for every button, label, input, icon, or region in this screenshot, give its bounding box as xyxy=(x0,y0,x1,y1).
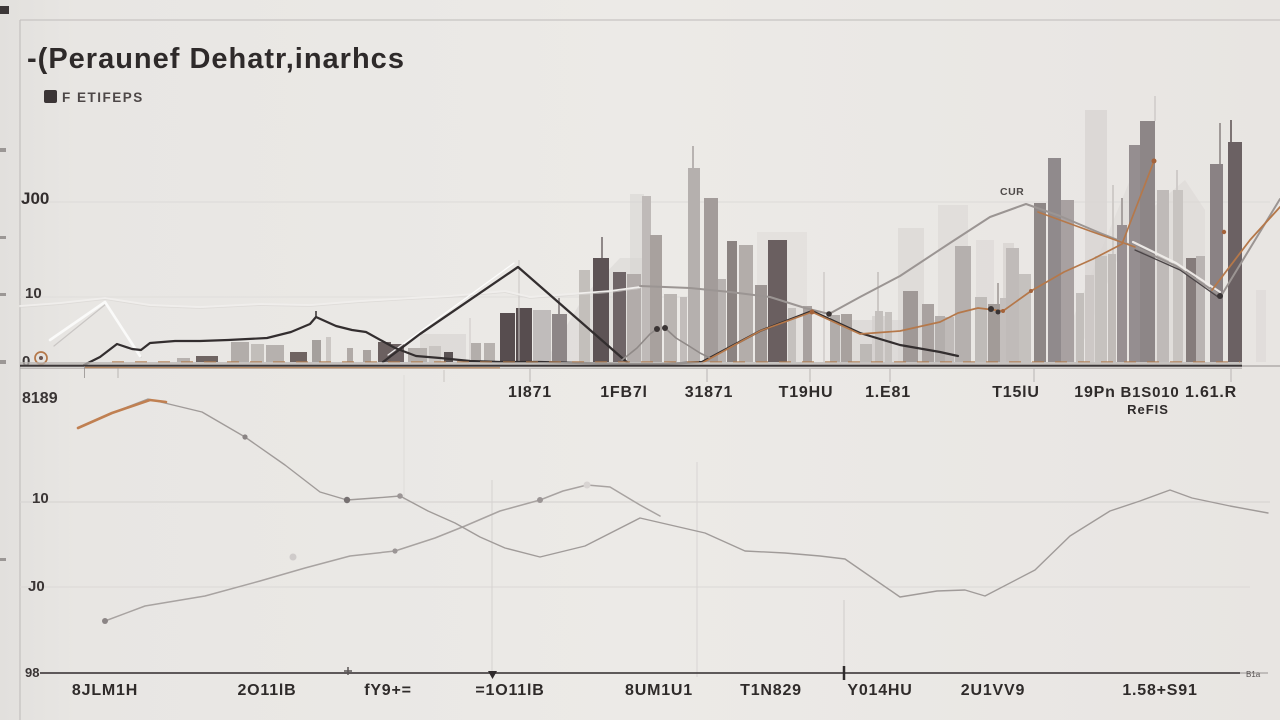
svg-text:F ETIFEPS: F ETIFEPS xyxy=(62,90,144,105)
svg-text:2U1VV9: 2U1VV9 xyxy=(961,682,1025,699)
svg-text:10: 10 xyxy=(32,490,49,507)
svg-text:J0: J0 xyxy=(28,578,45,595)
svg-text:CUR: CUR xyxy=(1000,186,1024,198)
svg-text:10: 10 xyxy=(25,285,42,302)
svg-text:1FB7l: 1FB7l xyxy=(600,384,648,401)
svg-text:T15lU: T15lU xyxy=(992,384,1040,401)
svg-text:8UM1U1: 8UM1U1 xyxy=(625,682,693,699)
svg-text:ReFIS: ReFIS xyxy=(1127,402,1169,417)
svg-text:B1S010: B1S010 xyxy=(1120,384,1179,401)
svg-text:2O11lB: 2O11lB xyxy=(237,682,296,699)
svg-text:1.E81: 1.E81 xyxy=(865,384,911,401)
svg-text:-(Peraunef Dehatr,inarhcs: -(Peraunef Dehatr,inarhcs xyxy=(27,43,405,75)
svg-text:fY9+=: fY9+= xyxy=(364,682,412,699)
svg-text:T1N829: T1N829 xyxy=(740,682,802,699)
svg-text:31871: 31871 xyxy=(685,384,734,401)
svg-text:1.61.R: 1.61.R xyxy=(1185,384,1237,401)
svg-text:=1O11lB: =1O11lB xyxy=(475,682,544,699)
svg-text:1.58+S91: 1.58+S91 xyxy=(1122,682,1197,699)
svg-text:8JLM1H: 8JLM1H xyxy=(72,682,138,699)
svg-text:0: 0 xyxy=(22,353,30,370)
svg-text:19Pn: 19Pn xyxy=(1074,384,1115,401)
svg-text:Y014HU: Y014HU xyxy=(847,682,912,699)
svg-text:B1a: B1a xyxy=(1246,670,1261,679)
svg-text:8189: 8189 xyxy=(22,390,58,407)
svg-text:J00: J00 xyxy=(21,189,49,208)
svg-text:98: 98 xyxy=(25,665,39,680)
svg-text:1I871: 1I871 xyxy=(508,384,552,401)
svg-text:T19HU: T19HU xyxy=(779,384,834,401)
